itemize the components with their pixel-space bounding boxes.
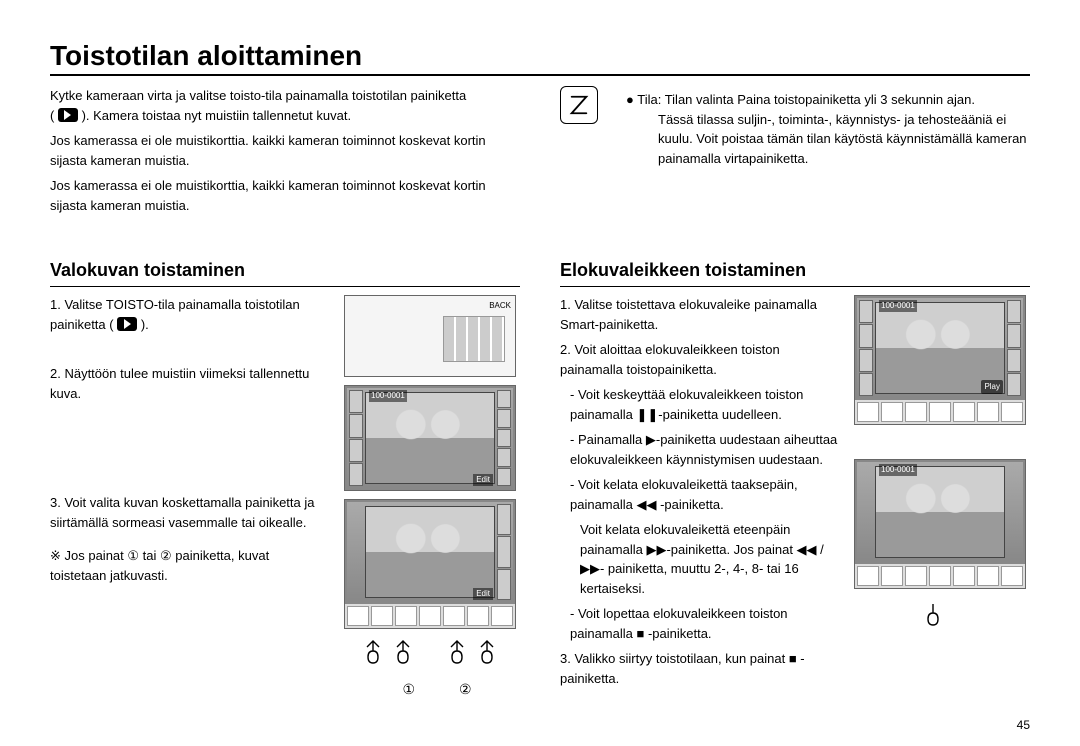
lcd-thumb-r1: 100-0001 Play [854,295,1026,425]
right-subtitle: Elokuvaleikkeen toistaminen [560,257,1030,287]
right-d4: - Voit lopettaa elokuvaleikkeen toiston … [570,604,838,643]
right-s3: 3. Valikko siirtyy toistotilaan, kun pai… [560,649,838,688]
circ2: ② [459,679,472,700]
page-number: 45 [1017,718,1030,732]
lcd1-label: 100-0001 [369,390,407,402]
left-s3: 3. Voit valita kuvan koskettamalla paini… [50,493,328,532]
lcd-thumb-r2: 100-0001 [854,459,1026,589]
tap-hand-icon [920,601,946,631]
camera-back-illustration: BACK [344,295,516,377]
right-d3a: - Voit kelata elokuvaleikettä taaksepäin… [570,475,838,514]
intro-p1c: ). Kamera toistaa nyt muistiin tallennet… [82,108,352,123]
right-d1: - Voit keskeyttää elokuvaleikkeen toisto… [570,385,838,424]
play-mode-icon [58,108,78,122]
right-d3b: Voit kelata elokuvaleikettä eteenpäin pa… [570,520,838,598]
left-s4: ※ Jos painat ① tai ② painiketta, kuvat t… [50,546,328,585]
note-icon [560,86,598,124]
intro-p3: Jos kamerassa ei ole muistikorttia, kaik… [50,176,520,215]
lcdr1-play: Play [981,380,1003,394]
left-s2: 2. Näyttöön tulee muistiin viimeksi tall… [50,364,328,403]
note-body: Tässä tilassa suljin-, toiminta-, käynni… [626,110,1030,169]
left-subtitle: Valokuvan toistaminen [50,257,520,287]
lcd-thumb-2: Edit [344,499,516,629]
lcdr1-label: 100-0001 [879,300,917,312]
right-d2: - Painamalla ▶-painiketta uudestaan aihe… [570,430,838,469]
lcd-thumb-1: 100-0001 Edit [344,385,516,491]
intro-p1b: ( [50,108,58,123]
play-mode-icon-small [117,317,137,331]
right-s1: 1. Valitse toistettava elokuvaleike pain… [560,295,838,334]
note-bullet-text: Tilan valinta Paina toistopainiketta yli… [665,92,975,107]
lcd2-edit: Edit [473,588,493,600]
back-label: BACK [489,300,511,312]
lcdr2-label: 100-0001 [879,464,917,476]
intro-p2: Jos kamerassa ei ole muistikorttia. kaik… [50,131,520,170]
note-bullet-label: Tila: [637,92,661,107]
intro-left: Kytke kameraan virta ja valitse toisto-t… [50,86,520,221]
lcd1-edit: Edit [473,474,493,486]
swipe-hands [360,639,500,669]
left-s1b: ). [141,317,149,332]
right-s2: 2. Voit aloittaa elokuvaleikkeen toiston… [560,340,838,379]
circ1: ① [402,679,415,700]
left-s1a: 1. Valitse TOISTO-tila painamalla toisto… [50,297,300,332]
intro-p1a: Kytke kameraan virta ja valitse toisto-t… [50,88,466,103]
page-title: Toistotilan aloittaminen [50,40,1030,76]
